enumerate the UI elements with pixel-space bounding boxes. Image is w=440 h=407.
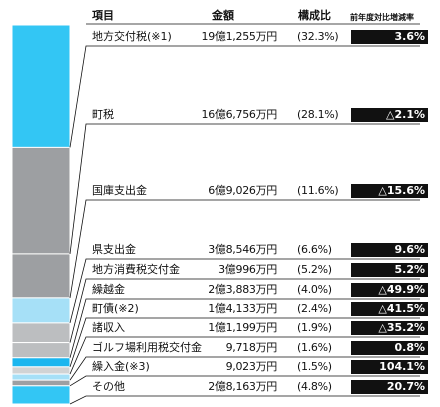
row-ratio: (32.3%) xyxy=(297,30,339,43)
table-row: 町債(※2) 1億4,133万円 (2.4%) △41.5% xyxy=(87,300,440,318)
bar-segment xyxy=(11,373,71,381)
leader-line xyxy=(69,298,420,358)
table-row: 地方消費税交付金 3億996万円 (5.2%) 5.2% xyxy=(87,261,440,279)
row-label: 県支出金 xyxy=(92,243,136,256)
row-ratio: (5.2%) xyxy=(297,263,332,276)
leader-line xyxy=(69,356,420,381)
row-amount: 1億1,199万円 xyxy=(208,321,277,334)
row-amount: 2億3,883万円 xyxy=(208,283,277,296)
bar-segment xyxy=(11,24,71,148)
row-ratio: (1.9%) xyxy=(297,321,332,334)
row-amount: 1億4,133万円 xyxy=(208,302,277,315)
row-amount: 9,718万円 xyxy=(225,341,278,354)
row-ratio: (2.4%) xyxy=(297,302,332,315)
row-amount: 9,023万円 xyxy=(225,360,278,373)
bar-segment xyxy=(11,366,71,375)
row-amount: 3億996万円 xyxy=(218,263,277,276)
row-label: 繰越金 xyxy=(92,283,125,296)
bar-segment xyxy=(11,297,71,324)
bar-segment xyxy=(11,385,71,405)
bar-segment xyxy=(11,253,71,299)
row-change-badge: 9.6% xyxy=(351,243,428,257)
table-row: 国庫支出金 6億9,026万円 (11.6%) △15.6% xyxy=(87,182,440,200)
row-ratio: (28.1%) xyxy=(297,108,339,121)
row-change-badge: △41.5% xyxy=(351,302,428,316)
row-label: 繰入金(※3) xyxy=(92,360,150,373)
table-row: ゴルフ場利用税交付金 9,718万円 (1.6%) 0.8% xyxy=(87,339,440,357)
leader-line xyxy=(69,375,420,387)
table-row: 諸収入 1億1,199万円 (1.9%) △35.2% xyxy=(87,319,440,337)
row-change-badge: 0.8% xyxy=(351,341,428,355)
row-ratio: (1.6%) xyxy=(297,341,332,354)
leader-line xyxy=(69,278,420,343)
leader-line xyxy=(69,123,420,254)
row-ratio: (11.6%) xyxy=(297,184,339,197)
table-row: 繰越金 2億3,883万円 (4.0%) △49.9% xyxy=(87,281,440,299)
leader-lines xyxy=(69,45,420,405)
row-amount: 19億1,255万円 xyxy=(201,30,278,43)
row-ratio: (1.5%) xyxy=(297,360,332,373)
bar-segment xyxy=(11,146,71,255)
table-row: 県支出金 3億8,546万円 (6.6%) 9.6% xyxy=(87,241,440,259)
row-amount: 6億9,026万円 xyxy=(208,184,277,197)
bar-segment xyxy=(11,342,71,359)
row-label: 町税 xyxy=(92,108,114,121)
leader-line xyxy=(69,45,420,148)
bar-segment xyxy=(11,357,71,368)
stacked-bar xyxy=(11,24,71,405)
leader-line xyxy=(69,336,420,375)
row-label: 国庫支出金 xyxy=(92,184,147,197)
leader-line xyxy=(69,395,420,405)
header-amount: 金額 xyxy=(212,9,234,22)
table-row: その他 2億8,163万円 (4.8%) 20.7% xyxy=(87,378,440,396)
bar-segment xyxy=(11,379,71,387)
row-amount: 3億8,546万円 xyxy=(208,243,277,256)
row-label: 地方交付税(※1) xyxy=(92,30,172,43)
table-row: 地方交付税(※1) 19億1,255万円 (32.3%) 3.6% xyxy=(87,28,440,46)
row-change-badge: 20.7% xyxy=(351,380,428,394)
row-label: 町債(※2) xyxy=(92,302,139,315)
row-label: 地方消費税交付金 xyxy=(92,263,180,276)
row-change-badge: 5.2% xyxy=(351,263,428,277)
row-label: ゴルフ場利用税交付金 xyxy=(92,341,202,354)
row-ratio: (4.8%) xyxy=(297,380,332,393)
row-change-badge: △49.9% xyxy=(351,283,428,297)
leader-line xyxy=(69,258,420,323)
row-label: その他 xyxy=(92,380,125,393)
row-ratio: (4.0%) xyxy=(297,283,332,296)
row-amount: 16億6,756万円 xyxy=(201,108,278,121)
row-amount: 2億8,163万円 xyxy=(208,380,277,393)
row-label: 諸収入 xyxy=(92,321,125,334)
header-item: 項目 xyxy=(92,9,114,22)
bar-segment xyxy=(11,322,71,344)
row-change-badge: 104.1% xyxy=(351,360,428,374)
table-row: 町税 16億6,756万円 (28.1%) △2.1% xyxy=(87,106,440,124)
header-ratio: 構成比 xyxy=(298,9,331,22)
row-change-badge: △35.2% xyxy=(351,321,428,335)
leader-line xyxy=(69,199,420,298)
row-change-badge: 3.6% xyxy=(351,30,428,44)
table-row: 繰入金(※3) 9,023万円 (1.5%) 104.1% xyxy=(87,358,440,376)
row-change-badge: △2.1% xyxy=(351,108,428,122)
header-change: 前年度対比増減率 xyxy=(350,13,414,22)
row-change-badge: △15.6% xyxy=(351,184,428,198)
leader-line xyxy=(69,317,420,367)
row-ratio: (6.6%) xyxy=(297,243,332,256)
